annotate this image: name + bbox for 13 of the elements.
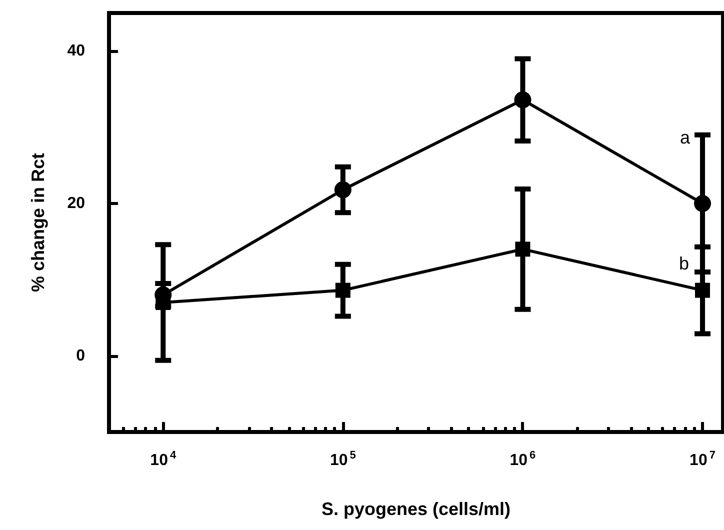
- x-axis-title: S. pyogenes (cells/ml): [321, 499, 511, 519]
- series-label: b: [679, 253, 690, 274]
- point: [335, 282, 350, 298]
- point: [694, 194, 712, 212]
- point: [695, 282, 710, 298]
- y-axis-title: % change in Rct: [28, 152, 48, 292]
- point: [334, 181, 352, 198]
- y-tick-label: 0: [76, 347, 86, 364]
- y-tick-label: 40: [67, 42, 86, 60]
- y-tick-label: 20: [67, 194, 86, 212]
- text: a: [680, 127, 692, 148]
- point: [515, 242, 530, 257]
- point: [514, 91, 532, 108]
